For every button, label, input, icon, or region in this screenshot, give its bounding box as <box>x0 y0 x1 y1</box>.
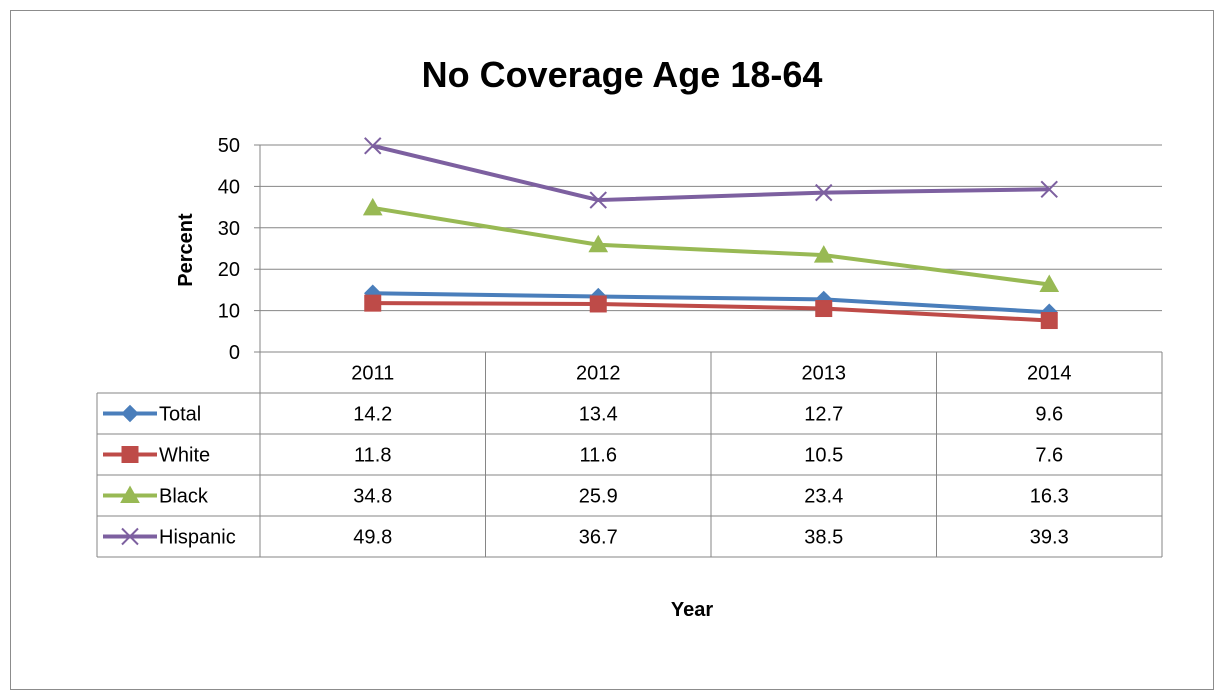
table-cell-value: 34.8 <box>353 486 392 508</box>
marker-stroke <box>815 183 833 202</box>
line-chart: No Coverage Age 18-64 Percent Year 2011 2… <box>96 54 1163 621</box>
y-tick-label: 30 <box>218 218 240 240</box>
y-tick-label: 0 <box>229 342 240 364</box>
marker-stroke <box>121 527 139 546</box>
legend-label: Total <box>159 404 201 426</box>
table-cell-value: 49.8 <box>353 527 392 549</box>
data-point <box>1040 312 1058 330</box>
legend-label: Black <box>159 486 209 508</box>
data-point <box>589 191 607 209</box>
data-point <box>815 300 833 318</box>
legend-key-marker <box>121 446 139 463</box>
table-cell-value: 14.2 <box>353 404 392 426</box>
series-line <box>372 291 1050 315</box>
data-point <box>588 234 609 253</box>
category-label: 2012 <box>576 363 621 385</box>
table-cell-value: 38.5 <box>804 527 843 549</box>
series-black <box>362 197 1060 293</box>
data-point <box>815 183 833 202</box>
table-cell-value: 11.8 <box>354 445 391 467</box>
category-label: 2011 <box>351 363 394 385</box>
table-cell-value: 7.6 <box>1035 445 1063 467</box>
data-point <box>1039 274 1060 293</box>
legend-key-marker <box>121 527 139 546</box>
data-table: 2011 2012 2013 2014 Total 14.2 13.4 12.7 9.6 Whit… <box>96 351 1163 558</box>
y-tick-label: 20 <box>218 259 240 281</box>
legend-label: Hispanic <box>159 527 236 549</box>
data-point <box>362 197 383 216</box>
y-tick-label: 10 <box>218 301 240 323</box>
table-cell-value: 36.7 <box>579 527 618 549</box>
category-label: 2013 <box>802 363 847 385</box>
table-cell-value: 10.5 <box>804 445 843 467</box>
data-point <box>589 295 607 313</box>
x-axis-title: Year <box>671 599 713 621</box>
series-hispanic <box>364 137 1058 209</box>
table-cell-value: 9.6 <box>1035 404 1063 426</box>
table-cell-value: 23.4 <box>804 486 843 508</box>
plot-series <box>362 137 1060 330</box>
series-line <box>372 205 1050 287</box>
y-tick-label: 50 <box>218 135 240 157</box>
legend-key-marker <box>121 404 139 423</box>
table-cell-value: 13.4 <box>579 404 618 426</box>
chart-frame <box>10 10 1214 690</box>
y-axis-title: Percent <box>175 213 197 287</box>
legend-key-marker <box>120 485 140 503</box>
table-cell-value: 12.7 <box>804 404 843 426</box>
y-tick-label: 40 <box>218 176 240 198</box>
data-point <box>813 245 834 263</box>
marker-stroke <box>1040 180 1058 199</box>
marker-stroke <box>364 137 382 155</box>
legend-label: White <box>159 445 210 467</box>
table-cell-value: 25.9 <box>579 486 618 508</box>
marker-stroke <box>589 191 607 209</box>
y-axis: 0 10 20 30 40 50 <box>218 135 240 364</box>
data-point <box>364 137 382 155</box>
data-point <box>364 294 382 312</box>
data-point <box>1040 180 1058 199</box>
table-cell-value: 39.3 <box>1030 527 1069 549</box>
series-white <box>364 294 1058 330</box>
category-label: 2014 <box>1027 363 1072 385</box>
series-line <box>372 301 1050 323</box>
table-cell-value: 11.6 <box>580 445 617 467</box>
chart-title: No Coverage Age 18-64 <box>422 54 823 95</box>
series-line <box>372 143 1050 203</box>
table-cell-value: 16.3 <box>1030 486 1069 508</box>
